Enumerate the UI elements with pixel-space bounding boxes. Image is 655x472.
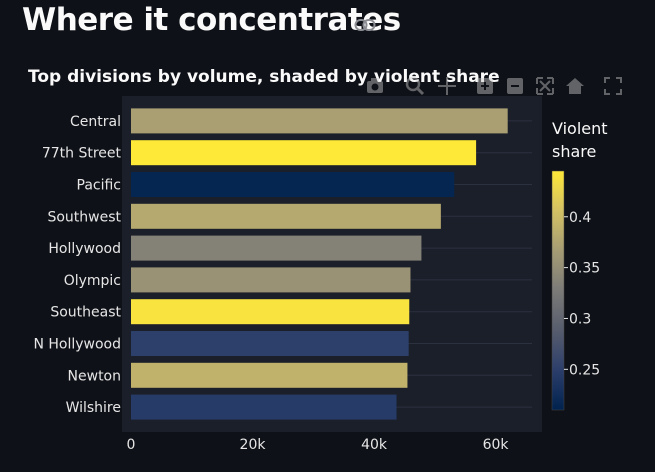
colorbar — [551, 170, 565, 411]
y-tick-label: Wilshire — [66, 400, 121, 416]
page-title: Where it concentrates — [22, 2, 401, 38]
y-tick-label: Southwest — [47, 209, 121, 225]
camera-icon[interactable] — [364, 74, 386, 98]
y-tick-label: N Hollywood — [33, 337, 121, 353]
colorbar-tick-label: 0.35 — [569, 261, 600, 277]
bar-newton[interactable] — [131, 362, 408, 388]
y-tick-label: Newton — [68, 368, 121, 384]
bar-77th-street[interactable] — [131, 140, 477, 166]
colorbar-tick-label: 0.3 — [569, 311, 591, 327]
zoom-out-icon[interactable] — [504, 74, 526, 98]
y-tick-label: Southeast — [50, 305, 121, 321]
colorbar-tick-label: 0.25 — [569, 362, 600, 378]
y-tick-label: Hollywood — [48, 241, 121, 257]
bar-hollywood[interactable] — [131, 235, 422, 261]
chart-modebar — [362, 74, 632, 100]
x-tick-label: 20k — [240, 437, 267, 453]
chart-title: Top divisions by volume, shaded by viole… — [28, 67, 500, 87]
bar-pacific[interactable] — [131, 172, 455, 197]
fullscreen-icon[interactable] — [602, 74, 624, 98]
bar-central[interactable] — [131, 108, 508, 134]
colorbar-title: Violent share — [552, 117, 632, 163]
y-tick-label: Pacific — [77, 178, 122, 194]
link-icon[interactable] — [354, 18, 376, 32]
pan-icon[interactable] — [436, 74, 458, 98]
bar-n-hollywood[interactable] — [131, 331, 409, 356]
y-tick-label: 77th Street — [42, 146, 122, 162]
bar-olympic[interactable] — [131, 267, 411, 293]
x-tick-label: 60k — [483, 437, 510, 453]
x-tick-label: 40k — [361, 437, 388, 453]
colorbar-title-line1: Violent — [552, 119, 608, 138]
y-tick-label: Central — [70, 114, 121, 130]
bar-southwest[interactable] — [131, 203, 441, 229]
zoom-icon[interactable] — [404, 74, 426, 98]
bar-wilshire[interactable] — [131, 394, 397, 420]
autoscale-icon[interactable] — [534, 74, 556, 98]
y-tick-label: Olympic — [64, 273, 121, 289]
colorbar-tick-label: 0.4 — [569, 210, 591, 226]
home-icon[interactable] — [564, 74, 586, 98]
zoom-in-icon[interactable] — [474, 74, 496, 98]
colorbar-title-line2: share — [552, 142, 597, 161]
x-tick-label: 0 — [127, 437, 136, 453]
bar-southeast[interactable] — [131, 299, 410, 325]
